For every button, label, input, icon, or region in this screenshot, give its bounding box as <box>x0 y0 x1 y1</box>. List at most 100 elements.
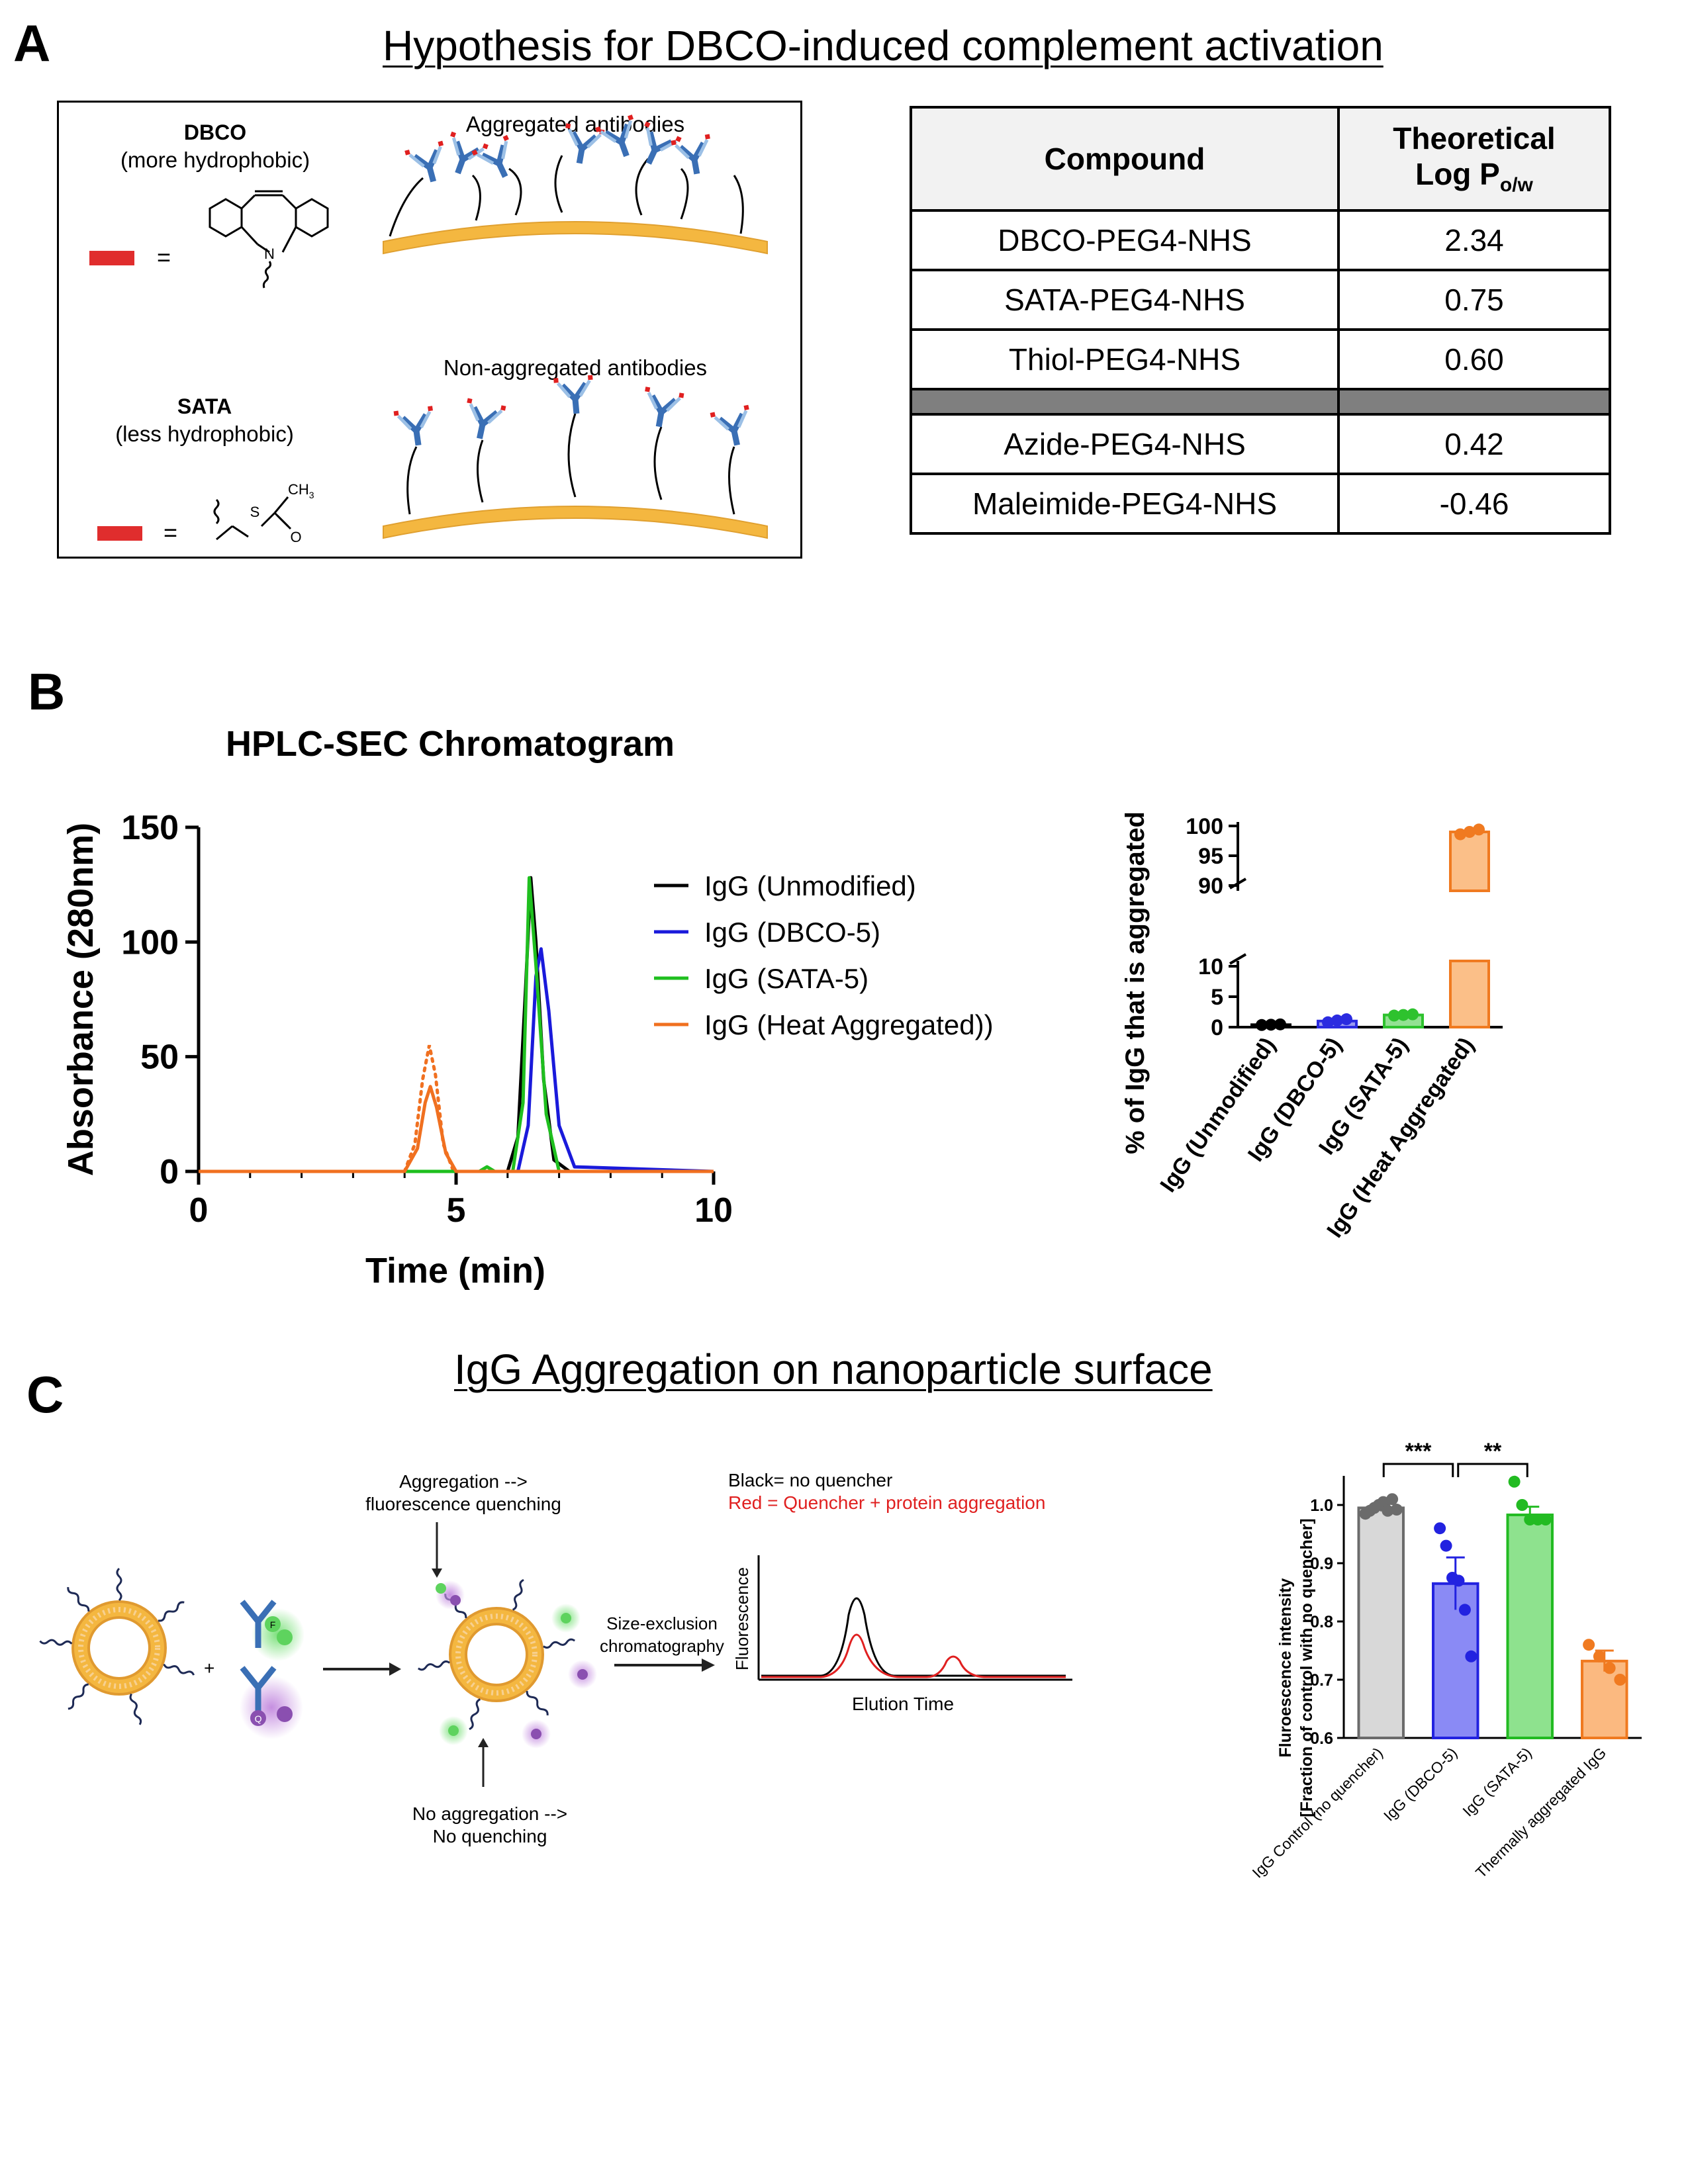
quencher-letter: Q <box>255 1713 262 1724</box>
panel-letter-b: B <box>28 662 66 721</box>
y-tick-label: 0.9 <box>1310 1555 1333 1573</box>
data-point <box>1614 1674 1626 1686</box>
significance-bracket <box>1382 1463 1454 1477</box>
significance-bracket <box>1457 1463 1528 1477</box>
table-cell-compound: SATA-PEG4-NHS <box>910 269 1340 331</box>
table-separator-row <box>910 388 1611 416</box>
table-row: SATA-PEG4-NHS 0.75 <box>910 269 1611 331</box>
fluorescence-axes: 0.6 0.7 0.8 0.9 1.0 <box>1310 1476 1642 1748</box>
chromatogram-legend: IgG (Unmodified) IgG (DBCO-5) IgG (SATA-5)… <box>654 870 994 1040</box>
sata-equals: = <box>164 519 177 546</box>
aggregation-label-1: Aggregation --> <box>399 1471 528 1492</box>
data-point <box>1464 826 1476 838</box>
dbco-name: DBCO <box>184 120 246 144</box>
coated-nanoparticle-icon <box>416 1578 597 1749</box>
significance-label: *** <box>1405 1439 1432 1464</box>
data-point <box>1397 1009 1409 1021</box>
aggregation-quenching-schematic: + F Q Aggregation --> fluorescence quenc… <box>38 1470 1072 1846</box>
nonaggregated-membrane-icon <box>383 375 768 539</box>
hypothesis-schematic-svg: DBCO (more hydrophobic) = N Aggregated a… <box>89 103 768 546</box>
data-point <box>1583 1639 1595 1651</box>
y-tick-label: 0 <box>1211 1015 1223 1040</box>
y-tick-label: 50 <box>140 1038 179 1077</box>
data-point <box>1256 1019 1268 1031</box>
y-tick-label: 5 <box>1211 985 1223 1010</box>
aggregation-ylabel: % of IgG that is aggregated <box>1121 811 1150 1154</box>
sec-label-1: Size-exclusion <box>606 1614 718 1633</box>
y-tick-label: 0.6 <box>1310 1729 1333 1748</box>
y-tick-label: 90 <box>1198 874 1223 899</box>
elution-xlabel: Elution Time <box>852 1694 954 1714</box>
table-cell-compound: Thiol-PEG4-NHS <box>910 328 1340 390</box>
dbco-structure-icon <box>209 190 329 289</box>
y-tick-label: 10 <box>1198 954 1223 979</box>
y-tick-label: 100 <box>1186 814 1223 839</box>
logp-table-wrapper: Compound Theoretical Log Po/w DBCO-PEG4-… <box>910 106 1611 535</box>
panel-letter-c: C <box>26 1365 64 1424</box>
arrow-right-icon <box>614 1659 715 1672</box>
bar <box>1506 1513 1554 1740</box>
table-cell-logp: 0.42 <box>1337 413 1611 475</box>
sata-s-atom: S <box>250 504 260 520</box>
y-tick-label: 0.7 <box>1310 1671 1333 1690</box>
table-row: Maleimide-PEG4-NHS -0.46 <box>910 473 1611 535</box>
category-label: IgG Control (no quencher) <box>1248 1744 1385 1881</box>
data-point <box>1388 1009 1400 1022</box>
data-point <box>1473 823 1485 836</box>
category-label: Thermally aggregated IgG <box>1472 1744 1609 1881</box>
sata-name: SATA <box>177 394 232 418</box>
aggregated-membrane-icon <box>383 114 768 254</box>
table-cell-logp: 0.75 <box>1337 269 1611 331</box>
sec-label-2: chromatography <box>600 1636 724 1656</box>
series-line-2 <box>199 876 714 1173</box>
table-cell-compound: Azide-PEG4-NHS <box>910 413 1340 475</box>
x-tick-label: 5 <box>447 1191 466 1230</box>
fluorophore-antibody-icon: F <box>240 1600 305 1661</box>
bar-upper-segment <box>1449 831 1490 892</box>
table-row: Azide-PEG4-NHS 0.42 <box>910 413 1611 475</box>
data-point <box>1407 1008 1419 1021</box>
table-row: DBCO-PEG4-NHS 2.34 <box>910 209 1611 271</box>
arrow-down-icon <box>432 1522 442 1578</box>
chromatogram-axes: 0 50 100 150 0 5 10 <box>121 809 733 1230</box>
table-cell-compound: DBCO-PEG4-NHS <box>910 209 1340 271</box>
data-point <box>1382 1504 1394 1517</box>
data-point <box>1516 1499 1528 1511</box>
data-point <box>1434 1522 1446 1535</box>
fluorophore-letter: F <box>270 1619 276 1630</box>
table-cell-logp: 2.34 <box>1337 209 1611 271</box>
arrow-up-icon <box>478 1738 489 1787</box>
table-cell-compound: Maleimide-PEG4-NHS <box>910 473 1340 535</box>
legend-label: IgG (Unmodified) <box>704 870 916 901</box>
fluor-ylabel-line1: Fluroescence intensity <box>1276 1578 1295 1757</box>
fluor-ylabel-line2: [Fraction of control with no quencher] <box>1297 1518 1316 1817</box>
aggregation-bar-chart: % of IgG that is aggregated 90951000510 … <box>1121 811 1503 1242</box>
category-label: IgG (DBCO-5) <box>1380 1744 1460 1824</box>
data-point <box>1508 1475 1521 1488</box>
data-point <box>1452 1574 1465 1587</box>
data-point <box>1539 1514 1552 1525</box>
hypothesis-schematic: DBCO (more hydrophobic) = N Aggregated a… <box>57 101 802 559</box>
data-point <box>1390 1504 1403 1516</box>
y-tick-label: 95 <box>1198 844 1223 869</box>
sata-red-marker <box>97 526 142 541</box>
legend-label: IgG (Heat Aggregated)) <box>704 1009 994 1040</box>
sata-structure-icon <box>213 496 292 541</box>
series-line-0 <box>199 876 714 1173</box>
legend-label: IgG (DBCO-5) <box>704 917 880 948</box>
fluorescence-sketch-plot: Fluorescence Elution Time <box>732 1555 1072 1714</box>
legend-label: IgG (SATA-5) <box>704 963 868 994</box>
quencher-antibody-icon: Q <box>240 1666 303 1739</box>
data-point <box>1274 1018 1286 1030</box>
chromatogram-lines <box>199 876 714 1173</box>
y-tick-label: 100 <box>121 923 179 962</box>
data-point <box>1440 1539 1452 1552</box>
aggregation-label-2: fluorescence quenching <box>365 1494 561 1514</box>
data-point <box>1386 1493 1399 1506</box>
dbco-red-marker <box>89 251 134 265</box>
table-cell-logp: -0.46 <box>1337 473 1611 535</box>
data-point <box>1340 1013 1352 1026</box>
data-point <box>1593 1650 1605 1662</box>
plus-sign: + <box>204 1658 214 1678</box>
data-point <box>1465 1650 1477 1662</box>
